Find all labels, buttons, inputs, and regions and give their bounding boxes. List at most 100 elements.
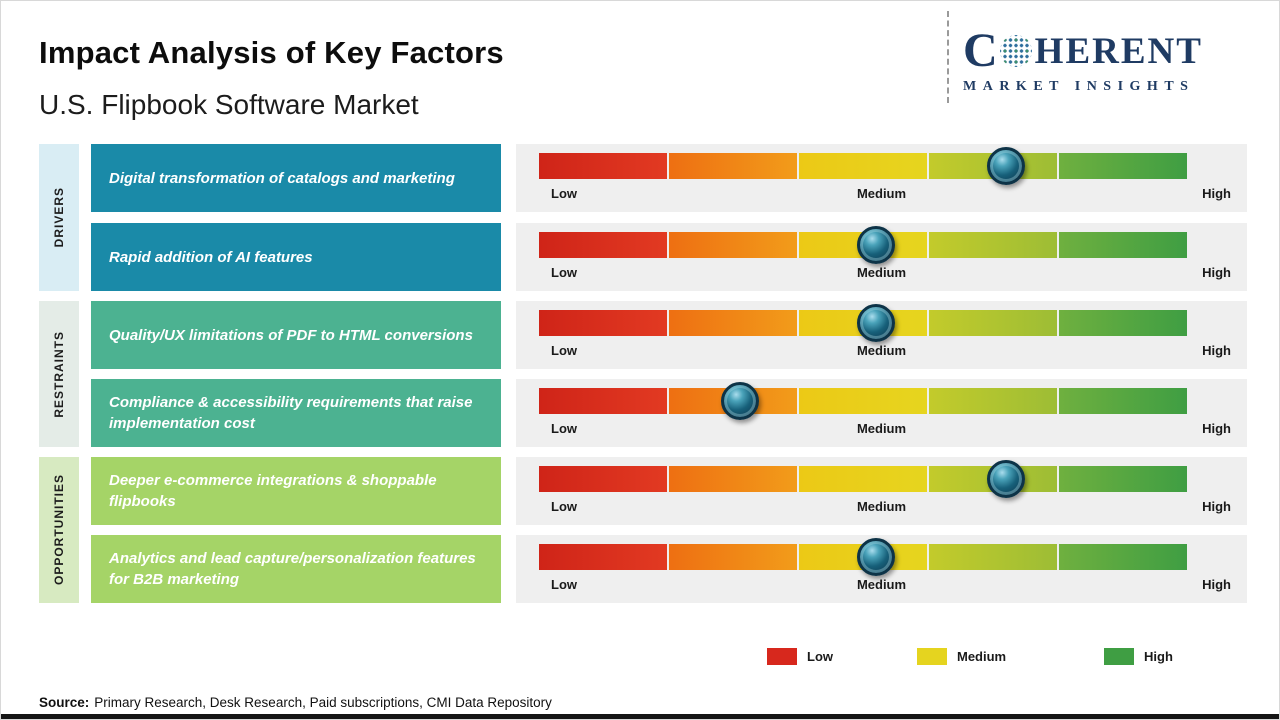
legend-label-high: High: [1144, 649, 1173, 664]
scale-labels: Low Medium High: [516, 343, 1247, 361]
scale-label-medium: Medium: [856, 186, 907, 201]
logo-letters-rest: HERENT: [1034, 30, 1203, 72]
scale-labels: Low Medium High: [516, 499, 1247, 517]
impact-marker: [856, 304, 895, 342]
impact-gradient-bar: [539, 382, 1187, 420]
bar-segment-green: [1059, 153, 1187, 179]
factor-box: Deeper e-commerce integrations & shoppab…: [91, 457, 501, 525]
factor-text: Deeper e-commerce integrations & shoppab…: [109, 472, 437, 510]
group-label-opportunities: OPPORTUNITIES: [39, 457, 79, 603]
impact-gradient-bar: [539, 147, 1187, 185]
bar-segment-yellowgreen: [929, 388, 1057, 414]
impact-scale: Low Medium High: [516, 223, 1247, 291]
source-line: Source: Primary Research, Desk Research, …: [39, 695, 552, 710]
impact-gradient-bar: [539, 538, 1187, 576]
logo-wordmark: C HERENT: [963, 27, 1263, 75]
bar-segment-green: [1059, 388, 1187, 414]
legend-item-medium: Medium: [917, 648, 1006, 665]
factor-box: Analytics and lead capture/personalizati…: [91, 535, 501, 603]
scale-label-high: High: [1202, 421, 1231, 436]
impact-marker: [856, 538, 895, 576]
legend-item-low: Low: [767, 648, 833, 665]
group-label-drivers: DRIVERS: [39, 144, 79, 291]
bar-segment-red: [539, 232, 667, 258]
scale-label-high: High: [1202, 577, 1231, 592]
legend-label-medium: Medium: [957, 649, 1007, 664]
globe-icon: [999, 35, 1032, 67]
scale-label-medium: Medium: [856, 577, 907, 592]
bar-segment-red: [539, 153, 667, 179]
bar-segment-orange: [669, 232, 797, 258]
bar-segment-red: [539, 466, 667, 492]
logo-letter-c: C: [963, 24, 998, 77]
impact-row-5: Deeper e-commerce integrations & shoppab…: [1, 457, 1279, 525]
impact-scale: Low Medium High: [516, 535, 1247, 603]
scale-label-medium: Medium: [856, 343, 907, 358]
bar-segment-orange: [669, 310, 797, 336]
bar-segment-red: [539, 388, 667, 414]
impact-row-6: Analytics and lead capture/personalizati…: [1, 535, 1279, 603]
bar-segment-yellow: [799, 388, 927, 414]
factor-text: Compliance & accessibility requirements …: [109, 394, 473, 432]
bar-segment-red: [539, 310, 667, 336]
scale-label-low: Low: [551, 421, 577, 436]
bar-segment-yellowgreen: [929, 232, 1057, 258]
logo-tagline: MARKET INSIGHTS: [963, 79, 1195, 94]
scale-label-low: Low: [551, 265, 577, 280]
factor-text: Digital transformation of catalogs and m…: [109, 169, 455, 187]
company-logo: C HERENT MARKET INSIGHTS: [963, 27, 1263, 95]
scale-labels: Low Medium High: [516, 577, 1247, 595]
impact-row-2: Rapid addition of AI features Low Medium…: [1, 223, 1279, 291]
bar-segment-yellow: [799, 466, 927, 492]
scale-label-low: Low: [551, 186, 577, 201]
scale-labels: Low Medium High: [516, 265, 1247, 283]
legend-swatch-high: [1104, 648, 1134, 665]
factor-text: Quality/UX limitations of PDF to HTML co…: [109, 326, 473, 344]
scale-label-medium: Medium: [856, 499, 907, 514]
bar-segment-red: [539, 544, 667, 570]
impact-scale: Low Medium High: [516, 301, 1247, 369]
factor-text: Analytics and lead capture/personalizati…: [109, 550, 476, 588]
bar-segment-orange: [669, 153, 797, 179]
scale-label-low: Low: [551, 499, 577, 514]
bar-segment-green: [1059, 544, 1187, 570]
page-title: Impact Analysis of Key Factors: [39, 35, 504, 70]
legend-label-low: Low: [807, 649, 833, 664]
legend-swatch-low: [767, 648, 797, 665]
factor-box: Compliance & accessibility requirements …: [91, 379, 501, 447]
impact-marker: [720, 382, 759, 420]
source-text: Primary Research, Desk Research, Paid su…: [94, 695, 552, 710]
bar-segment-orange: [669, 544, 797, 570]
scale-label-high: High: [1202, 265, 1231, 280]
scale-labels: Low Medium High: [516, 421, 1247, 439]
factor-box: Digital transformation of catalogs and m…: [91, 144, 501, 212]
group-label-restraints: RESTRAINTS: [39, 301, 79, 447]
impact-row-3: Quality/UX limitations of PDF to HTML co…: [1, 301, 1279, 369]
source-label: Source:: [39, 695, 90, 710]
legend-item-high: High: [1104, 648, 1173, 665]
impact-gradient-bar: [539, 304, 1187, 342]
bar-segment-yellowgreen: [929, 310, 1057, 336]
page-subtitle: U.S. Flipbook Software Market: [39, 89, 419, 120]
bar-segment-green: [1059, 466, 1187, 492]
scale-label-medium: Medium: [856, 421, 907, 436]
bar-segment-green: [1059, 310, 1187, 336]
factor-text: Rapid addition of AI features: [109, 248, 313, 266]
bar-segment-green: [1059, 232, 1187, 258]
factor-box: Quality/UX limitations of PDF to HTML co…: [91, 301, 501, 369]
impact-marker: [856, 226, 895, 264]
scale-label-high: High: [1202, 343, 1231, 358]
impact-row-4: Compliance & accessibility requirements …: [1, 379, 1279, 447]
impact-marker: [986, 147, 1025, 185]
impact-gradient-bar: [539, 460, 1187, 498]
scale-labels: Low Medium High: [516, 186, 1247, 204]
legend-swatch-medium: [917, 648, 947, 665]
bottom-edge-bar: [1, 714, 1279, 719]
scale-label-high: High: [1202, 499, 1231, 514]
scale-label-low: Low: [551, 577, 577, 592]
bar-segment-orange: [669, 466, 797, 492]
impact-scale: Low Medium High: [516, 457, 1247, 525]
scale-label-high: High: [1202, 186, 1231, 201]
bar-segment-yellow: [799, 153, 927, 179]
